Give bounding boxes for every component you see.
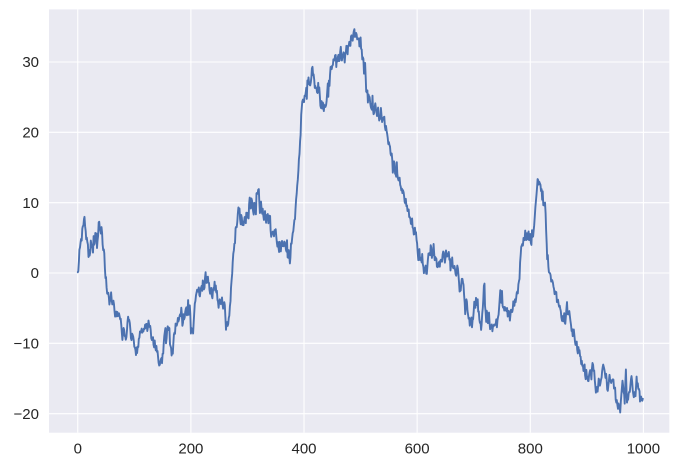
svg-text:1000: 1000 — [627, 441, 660, 458]
svg-text:400: 400 — [291, 441, 316, 458]
svg-text:600: 600 — [405, 441, 430, 458]
svg-text:0: 0 — [74, 441, 82, 458]
svg-text:30: 30 — [22, 54, 39, 71]
svg-text:10: 10 — [22, 195, 39, 212]
svg-text:−20: −20 — [14, 406, 39, 423]
svg-text:200: 200 — [178, 441, 203, 458]
svg-text:20: 20 — [22, 125, 39, 142]
svg-text:0: 0 — [31, 265, 39, 282]
svg-text:800: 800 — [518, 441, 543, 458]
svg-text:−10: −10 — [14, 336, 39, 353]
